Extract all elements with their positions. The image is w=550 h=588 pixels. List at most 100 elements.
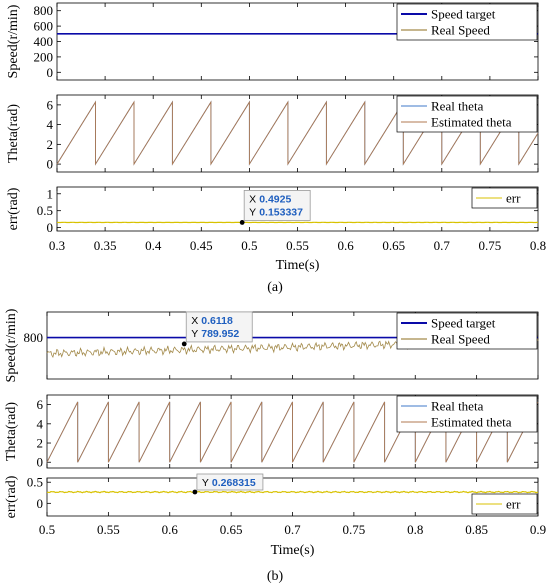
y-tick-label: 0 [47,220,54,235]
y-tick-label: 1 [47,186,54,201]
datatip-x-value: 0.6118 [201,315,233,327]
datatip-y-label: Y [191,328,198,340]
datatip-marker [192,489,198,495]
x-tick-label: 0.4 [145,238,162,253]
chart-panel-a-3: 0 0.5 1 0.3 0.35 0.4 0.45 0.5 0.55 0.6 0.65 0.7 0.75… [6,186,546,273]
x-tick-label: 0.9 [530,522,546,537]
datatip-y-value: 789.952 [201,328,239,340]
datatip-y-value: 0.268315 [212,477,256,489]
x-tick-label: 0.7 [284,522,301,537]
legend-box [396,95,538,133]
datatip-x-label: X [191,315,198,327]
y-axis-label: Speed(r/min) [4,308,19,382]
x-tick-label: 0.65 [382,238,405,253]
x-axis-label: Time(s) [271,543,315,558]
datatip-x-label: X [249,193,256,205]
series-estimated-theta [46,401,539,463]
y-tick-label: 6 [47,97,54,112]
datatip-x-value: 0.4925 [259,193,291,205]
x-tick-label: 0.5 [241,238,257,253]
y-tick-label: 6 [37,397,44,412]
legend-entry: err [506,497,521,512]
x-tick-label: 0.8 [530,238,546,253]
y-tick-label: 4 [37,416,44,431]
y-tick-label: 0.5 [27,475,43,490]
y-tick-label: 4 [47,117,54,132]
x-tick-label: 0.7 [434,238,451,253]
datatip-x: X 0.4925 [249,193,291,205]
x-tick-label: 0.5 [39,522,55,537]
datatip-y-value: 0.153337 [259,206,303,218]
legend-entry: Real theta [431,99,484,114]
datatip-y: Y 0.268315 [202,477,256,489]
x-tick-label: 0.6 [162,522,179,537]
x-tick-label: 0.75 [479,238,502,253]
series-err [46,490,539,494]
legend-entry: Real theta [431,399,484,414]
y-tick-label: 400 [34,34,54,49]
x-tick-label: 0.75 [343,522,366,537]
y-tick-label: 0 [37,496,44,511]
datatip-marker [239,220,245,225]
legend-entry: Speed target [431,316,496,331]
x-tick-label: 0.55 [97,522,120,537]
y-tick-label: 0 [37,455,44,470]
caption-a: (a) [267,280,283,295]
legend-entry: Speed target [431,7,496,22]
y-tick-label: 0 [47,157,54,172]
y-axis-label: Theta(rad) [6,104,21,163]
y-tick-label: 2 [47,137,54,152]
legend-box [396,395,538,433]
datatip-box [243,190,311,221]
y-axis-label: err(rad) [6,187,21,230]
legend-box [471,187,538,209]
y-tick-label: 800 [34,3,54,18]
y-axis-label: Theta(rad) [4,402,19,461]
datatip-y-label: Y [249,206,256,218]
datatip-y-label: Y [202,477,209,489]
x-tick-label: 0.55 [286,238,309,253]
datatip-marker [181,341,187,347]
datatip-x: X 0.6118 [191,315,233,327]
legend-entry: err [506,191,521,206]
y-tick-label: 800 [24,330,44,345]
legend: err [471,187,538,209]
legend-entry: Real Speed [431,23,490,38]
datatip-y: Y 789.952 [191,328,239,340]
y-tick-label: 0 [47,65,54,80]
plot-area [46,477,539,517]
legend-box [396,312,538,350]
datatip-box [185,311,253,343]
datatip-box [196,473,264,491]
legend-entry: Estimated theta [431,115,512,130]
legend-entry: Real Speed [431,332,490,347]
datatip: Y 0.268315 [196,473,264,491]
y-axis-label: Speed(r/min) [6,4,21,78]
legend: err [471,493,538,515]
x-tick-label: 0.85 [465,522,488,537]
x-axis-label: Time(s) [276,258,320,273]
x-tick-label: 0.35 [94,238,117,253]
legend-box [471,493,538,515]
y-tick-label: 0.5 [37,203,53,218]
datatip-y: Y 0.153337 [249,206,303,218]
y-axis-label: err(rad) [4,475,19,518]
y-tick-label: 2 [37,436,44,451]
x-tick-label: 0.65 [220,522,243,537]
chart-panel-b-3: 0 0.5 0.5 0.55 0.6 0.65 0.7 0.75 0.8 0.85 0.9 Time(… [4,473,546,558]
x-tick-label: 0.45 [190,238,213,253]
caption-b: (b) [267,569,284,584]
y-tick-label: 200 [34,49,54,64]
x-tick-label: 0.8 [407,522,423,537]
legend-box [396,3,538,41]
